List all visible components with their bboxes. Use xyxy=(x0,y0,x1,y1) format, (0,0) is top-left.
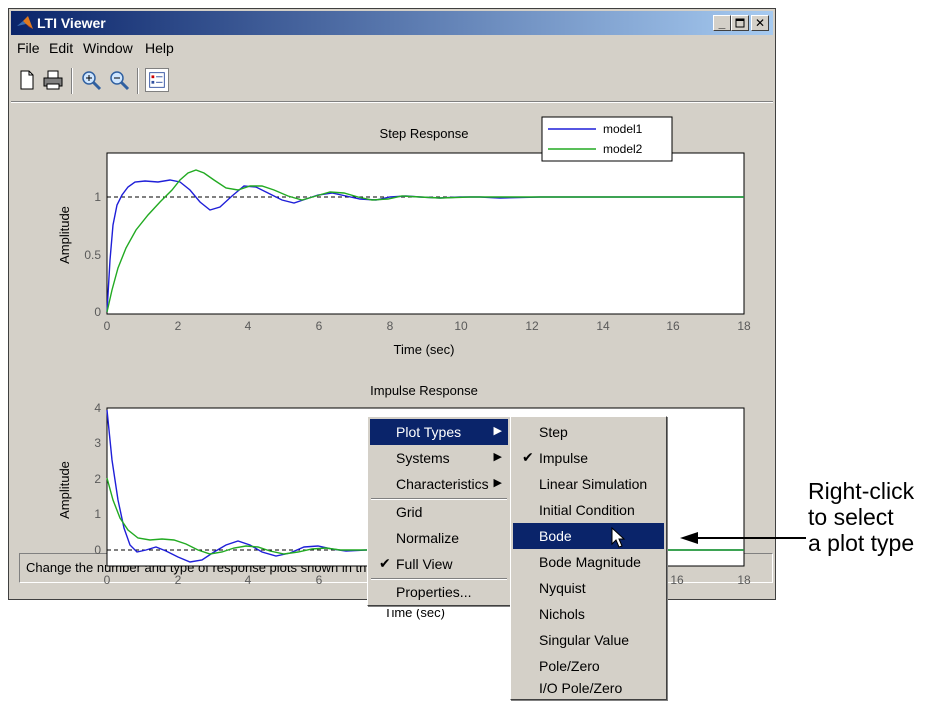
menu-item-normalize[interactable]: Normalize xyxy=(396,530,460,546)
submenu-arrow-icon: ▶ xyxy=(493,451,502,463)
context-menu: Plot Types ▶ Systems ▶ Characteristics ▶ Gr… xyxy=(367,416,511,606)
maximize-icon xyxy=(735,18,745,28)
submenu-item-singular-value[interactable]: Singular Value xyxy=(539,632,630,648)
close-button[interactable]: ✕ xyxy=(751,15,769,31)
mouse-cursor-icon xyxy=(611,527,626,548)
window-title: LTI Viewer xyxy=(37,15,106,31)
toolbar-separator xyxy=(137,68,139,94)
annotation-line: to select xyxy=(808,504,894,530)
zoom-in-icon[interactable] xyxy=(79,68,103,92)
toolbar xyxy=(11,64,771,98)
checkmark-icon: ✔ xyxy=(522,449,534,465)
menu-help[interactable]: Help xyxy=(145,40,174,56)
submenu-item-pole-zero[interactable]: Pole/Zero xyxy=(539,658,600,674)
menu-item-characteristics[interactable]: Characteristics ▶ xyxy=(396,476,502,492)
legend-toggle-icon[interactable] xyxy=(145,68,169,92)
checkmark-icon: ✔ xyxy=(379,555,391,571)
minimize-button[interactable]: _ xyxy=(713,15,731,31)
menu-file[interactable]: File xyxy=(17,40,40,56)
menu-separator xyxy=(371,498,507,500)
annotation-arrow-icon xyxy=(680,532,806,544)
print-icon[interactable] xyxy=(41,68,65,92)
plot-types-submenu: Step ✔ Impulse Linear Simulation Initial … xyxy=(510,416,667,700)
menu-window[interactable]: Window xyxy=(83,40,133,56)
submenu-arrow-icon: ▶ xyxy=(493,425,502,437)
submenu-item-linear-simulation[interactable]: Linear Simulation xyxy=(539,476,648,492)
menu-separator xyxy=(371,578,507,580)
menu-item-systems[interactable]: Systems ▶ xyxy=(396,450,502,466)
toolbar-separator xyxy=(71,68,73,94)
maximize-button[interactable] xyxy=(731,15,749,31)
menu-item-properties[interactable]: Properties... xyxy=(396,584,472,600)
impulse-xlabel: Time (sec) xyxy=(384,605,445,620)
submenu-item-initial-condition[interactable]: Initial Condition xyxy=(539,502,635,518)
menu-item-full-view[interactable]: ✔ Full View xyxy=(379,555,453,572)
submenu-item-nichols[interactable]: Nichols xyxy=(539,606,585,622)
submenu-item-impulse[interactable]: ✔ Impulse xyxy=(522,449,589,466)
toolbar-divider xyxy=(11,101,773,103)
submenu-item-bode[interactable]: Bode xyxy=(513,523,664,549)
submenu-item-bode-magnitude[interactable]: Bode Magnitude xyxy=(539,554,641,570)
submenu-arrow-icon: ▶ xyxy=(493,477,502,489)
matlab-logo-icon xyxy=(17,16,33,29)
title-bar[interactable]: LTI Viewer _ ✕ xyxy=(11,11,773,35)
submenu-item-nyquist[interactable]: Nyquist xyxy=(539,580,586,596)
annotation-text: Right-click to select a plot type xyxy=(808,478,914,556)
annotation-line: Right-click xyxy=(808,478,915,504)
menu-item-grid[interactable]: Grid xyxy=(396,504,423,520)
new-icon[interactable] xyxy=(15,68,39,92)
submenu-item-io-pole-zero[interactable]: I/O Pole/Zero xyxy=(539,680,623,696)
zoom-out-icon[interactable] xyxy=(107,68,131,92)
submenu-item-step[interactable]: Step xyxy=(539,424,568,440)
menu-item-plot-types[interactable]: Plot Types ▶ xyxy=(370,419,508,445)
annotation-line: a plot type xyxy=(808,530,915,556)
menu-edit[interactable]: Edit xyxy=(49,40,74,56)
